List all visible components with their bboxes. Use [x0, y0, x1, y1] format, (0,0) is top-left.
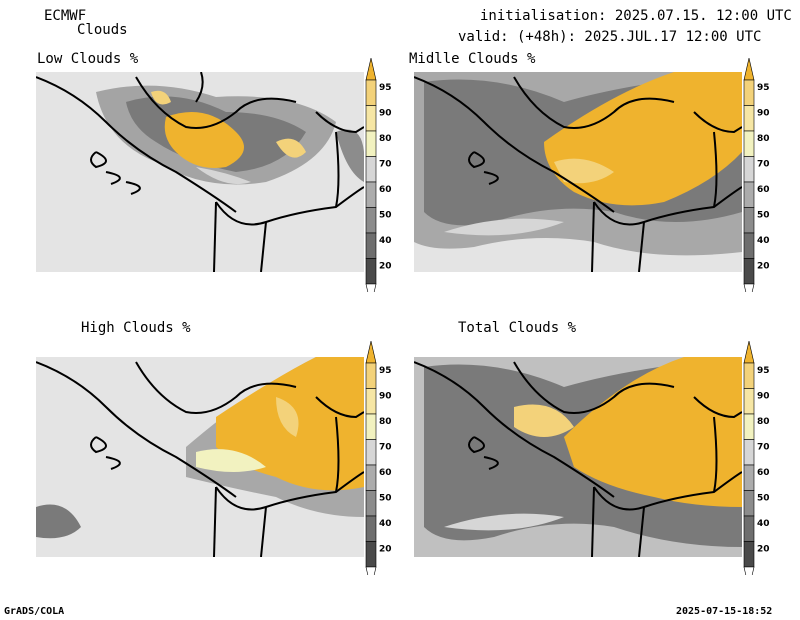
colorbar-label: 95: [379, 83, 392, 93]
colorbar-segment: [365, 130, 377, 157]
colorbar-segment: [365, 79, 377, 106]
colorbar-segment: [365, 181, 377, 208]
colorbar-segment: [743, 258, 755, 285]
colorbar-label: 40: [757, 236, 770, 246]
colorbar-segment: [743, 105, 755, 132]
colorbar-segment: [743, 464, 755, 491]
coastlines-borders: [36, 72, 364, 272]
colorbar-label: 50: [757, 211, 770, 221]
colorbar-segment: [743, 156, 755, 183]
colorbar-segment: [365, 105, 377, 132]
colorbar-label: 60: [379, 468, 392, 478]
colorbar-label: 40: [379, 519, 392, 529]
colorbar-bottom-triangle: [365, 566, 377, 575]
map-middle-clouds: [414, 72, 742, 272]
colorbar-top-triangle: [365, 341, 377, 364]
colorbar-segment: [743, 439, 755, 466]
colorbar-segment: [365, 464, 377, 491]
colorbar-label: 60: [757, 468, 770, 478]
cloud-field: [414, 357, 742, 557]
valid-time: valid: (+48h): 2025.JUL.17 12:00 UTC: [458, 29, 762, 45]
panel-title-high: High Clouds %: [81, 320, 191, 336]
coastlines-borders: [414, 76, 742, 272]
colorbar-bottom-triangle: [365, 283, 377, 292]
footer-timestamp: 2025-07-15-18:52: [676, 606, 773, 617]
colorbar-top-triangle: [743, 341, 755, 364]
colorbar-bottom-triangle: [743, 566, 755, 575]
colorbar-segment: [743, 79, 755, 106]
colorbar-segment: [365, 232, 377, 259]
cloud-field: [414, 72, 742, 256]
colorbar-label: 90: [757, 392, 770, 402]
colorbar-label: 20: [379, 262, 392, 272]
colorbar-label: 95: [757, 366, 770, 376]
map-total-clouds: [414, 357, 742, 557]
colorbar-segment: [743, 413, 755, 440]
colorbar-segment: [743, 541, 755, 568]
initialisation-time: initialisation: 2025.07.15. 12:00 UTC: [480, 8, 792, 24]
colorbar-label: 50: [379, 494, 392, 504]
colorbar-label: 40: [379, 236, 392, 246]
colorbar-label: 90: [379, 109, 392, 119]
product-name: Clouds: [77, 22, 128, 38]
colorbar-label: 95: [379, 366, 392, 376]
colorbar-high: 95 90 80 70 60 50 40 20: [365, 341, 392, 575]
colorbar-label: 70: [379, 160, 392, 170]
colorbar-label: 20: [757, 545, 770, 555]
colorbar-segment: [743, 232, 755, 259]
colorbar-low: 95 90 80 70 60 50 40 20: [365, 58, 392, 292]
colorbar-top-triangle: [743, 58, 755, 81]
colorbar-label: 60: [757, 185, 770, 195]
colorbar-segment: [743, 181, 755, 208]
colorbar-label: 70: [757, 160, 770, 170]
map-high-clouds: [36, 357, 364, 557]
colorbar-segment: [365, 413, 377, 440]
colorbar-label: 80: [379, 417, 392, 427]
colorbar-label: 20: [757, 262, 770, 272]
cloud-field: [36, 357, 364, 539]
colorbar-segment: [365, 439, 377, 466]
colorbar-segment: [743, 515, 755, 542]
colorbar-label: 70: [757, 443, 770, 453]
colorbar-label: 90: [757, 109, 770, 119]
colorbar-label: 60: [379, 185, 392, 195]
coastlines-borders: [36, 361, 364, 557]
colorbar-label: 50: [757, 494, 770, 504]
colorbar-label: 95: [757, 83, 770, 93]
colorbar-bottom-triangle: [743, 283, 755, 292]
colorbar-label: 90: [379, 392, 392, 402]
colorbar-segment: [365, 490, 377, 517]
colorbar-segment: [365, 258, 377, 285]
colorbar-segment: [365, 515, 377, 542]
colorbar-segment: [743, 388, 755, 415]
footer-software: GrADS/COLA: [4, 606, 65, 617]
colorbar-label: 70: [379, 443, 392, 453]
panel-title-middle: Midlle Clouds %: [409, 51, 536, 67]
map-low-clouds: [36, 72, 364, 272]
colorbar-label: 20: [379, 545, 392, 555]
colorbar-total: 95 90 80 70 60 50 40 20: [743, 341, 770, 575]
colorbar-segment: [365, 362, 377, 389]
panel-title-low: Low Clouds %: [37, 51, 139, 67]
colorbar-segment: [743, 490, 755, 517]
model-name: ECMWF: [44, 8, 87, 24]
colorbar-segment: [365, 541, 377, 568]
colorbar-top-triangle: [365, 58, 377, 81]
cloud-field: [96, 85, 364, 185]
colorbar-segment: [365, 156, 377, 183]
panel-title-total: Total Clouds %: [458, 320, 577, 336]
colorbar-label: 80: [379, 134, 392, 144]
colorbar-segment: [365, 388, 377, 415]
colorbar-segment: [743, 207, 755, 234]
colorbar-segment: [743, 362, 755, 389]
coastlines-borders: [414, 361, 742, 557]
colorbar-label: 80: [757, 417, 770, 427]
colorbar-label: 80: [757, 134, 770, 144]
colorbar-segment: [743, 130, 755, 157]
colorbar-segment: [365, 207, 377, 234]
colorbar-label: 40: [757, 519, 770, 529]
colorbar-label: 50: [379, 211, 392, 221]
colorbar-middle: 95 90 80 70 60 50 40 20: [743, 58, 770, 292]
